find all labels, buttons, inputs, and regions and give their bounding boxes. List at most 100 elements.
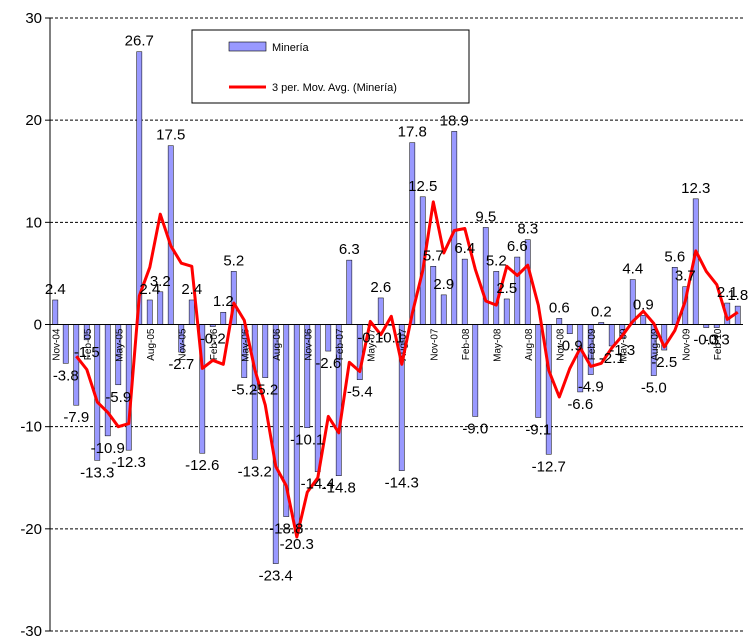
bar <box>293 324 300 533</box>
data-label: 4.4 <box>622 261 643 278</box>
data-label: -12.3 <box>112 454 146 471</box>
bar <box>62 324 69 364</box>
y-tick-label: 20 <box>25 112 42 129</box>
data-label: -2.6 <box>315 355 341 372</box>
data-label: 3.7 <box>675 268 696 285</box>
bar <box>314 324 321 472</box>
data-label: -7.9 <box>63 409 89 426</box>
bar <box>52 299 59 325</box>
data-label: -20.3 <box>280 536 314 553</box>
data-label: 5.7 <box>423 247 444 264</box>
x-tick-label: Feb-08 <box>461 328 472 360</box>
x-tick-label: Nov-07 <box>429 328 440 361</box>
data-label: -13.3 <box>80 464 114 481</box>
x-tick-label: Feb-05 <box>83 328 94 360</box>
x-tick-label: Aug-07 <box>398 328 409 361</box>
y-tick-label: 0 <box>34 317 42 334</box>
x-tick-label: May-08 <box>492 328 503 362</box>
data-label: 12.5 <box>408 178 437 195</box>
data-label: -3.8 <box>53 367 79 384</box>
bar <box>325 324 332 352</box>
bar <box>472 324 479 417</box>
data-label: 6.6 <box>507 238 528 255</box>
data-label: -12.7 <box>532 458 566 475</box>
data-label: 2.1 <box>717 284 738 301</box>
bar <box>451 131 458 325</box>
legend-label-minería: Minería <box>272 42 310 54</box>
data-label: -5.0 <box>641 380 667 397</box>
data-label: -5.9 <box>105 389 131 406</box>
data-label: 3.2 <box>150 273 171 290</box>
data-label: 6.3 <box>339 241 360 258</box>
bar <box>146 299 153 325</box>
data-label: -10.1 <box>290 432 324 449</box>
data-label: 2.5 <box>496 280 517 297</box>
data-labels: 2.4 -3.8 -7.9 -1.5 -13.3 -10.9 -5.9 -12.3 26.7 2.… <box>45 33 748 585</box>
data-label: -9.1 <box>525 421 551 438</box>
data-label: 17.8 <box>398 124 427 141</box>
x-tick-label: May-06 <box>240 328 251 362</box>
data-label: -14.4 <box>301 476 335 493</box>
data-label: 2.4 <box>181 281 202 298</box>
data-label: -5.4 <box>347 384 373 401</box>
data-label: -6.6 <box>567 396 593 413</box>
x-tick-label: Aug-05 <box>146 328 157 361</box>
bar <box>640 315 647 325</box>
bar <box>535 324 542 418</box>
data-label: -2.5 <box>651 354 677 371</box>
gridlines <box>50 17 743 632</box>
bar <box>440 294 447 325</box>
data-label: -1.5 <box>74 344 100 361</box>
bar <box>556 318 563 325</box>
legend: Minería 3 per. Mov. Avg. (Minería) <box>191 29 470 104</box>
data-label: 18.9 <box>440 112 469 129</box>
x-tick-label: Feb-10 <box>713 328 724 360</box>
data-label: 2.9 <box>433 276 454 293</box>
bar <box>503 298 510 325</box>
data-label: -12.6 <box>185 457 219 474</box>
bar <box>104 324 111 437</box>
x-tick-label: May-05 <box>114 328 125 362</box>
data-label: -0.9 <box>557 338 583 355</box>
bar <box>167 145 174 325</box>
bar <box>482 227 489 325</box>
x-tick-label: Nov-09 <box>681 328 692 361</box>
bar <box>377 297 384 325</box>
x-tick-label: Nov-06 <box>303 328 314 361</box>
bar <box>409 142 416 325</box>
data-label: 12.3 <box>681 180 710 197</box>
data-label: 5.6 <box>664 248 685 265</box>
data-label: 0.2 <box>591 303 612 320</box>
bar <box>262 324 269 378</box>
data-label: -9.0 <box>462 420 488 437</box>
data-label: -0.1 <box>378 330 404 347</box>
legend-label-moving-average: 3 per. Mov. Avg. (Minería) <box>272 82 397 94</box>
data-label: -10.9 <box>91 440 125 457</box>
moving-average-line <box>75 200 739 539</box>
x-tick-label: Nov-08 <box>555 328 566 361</box>
data-label: 0.6 <box>549 299 570 316</box>
data-label: -13.2 <box>238 463 272 480</box>
data-label: -5.2 <box>252 382 278 399</box>
data-label: -0.1 <box>357 330 383 347</box>
y-tick-label: -30 <box>20 623 42 639</box>
data-label: -2.7 <box>168 356 194 373</box>
data-label: 8.3 <box>517 221 538 238</box>
data-label: 17.5 <box>156 127 185 144</box>
data-label: 6.4 <box>454 240 475 257</box>
bar <box>461 258 468 325</box>
moving-average-path <box>75 200 739 539</box>
x-tick-label: Aug-08 <box>524 328 535 361</box>
data-label: -4.9 <box>578 379 604 396</box>
bar <box>188 299 195 325</box>
x-tick-label: Aug-06 <box>272 328 283 361</box>
y-tick-label: 30 <box>25 10 42 27</box>
bar <box>220 311 227 325</box>
data-label: -5.2 <box>231 382 257 399</box>
data-label: -23.4 <box>259 568 293 585</box>
data-label: -1.3 <box>609 342 635 359</box>
x-axis: Nov-04 Feb-05 May-05 Aug-05 Nov-05 Feb-06 May-… <box>50 324 743 362</box>
legend-bar-swatch <box>228 41 267 52</box>
data-label: 2.6 <box>370 279 391 296</box>
data-label: -2.1 <box>599 350 625 367</box>
